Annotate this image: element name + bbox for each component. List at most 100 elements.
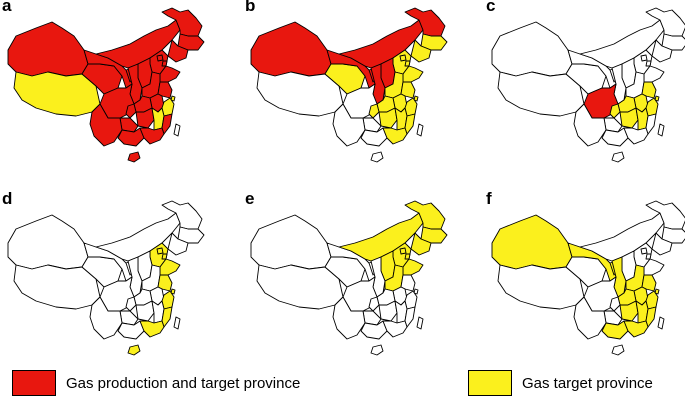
province-zhejiang bbox=[645, 97, 659, 117]
china-map-d bbox=[7, 200, 205, 356]
province-beijing bbox=[640, 54, 648, 62]
province-zhejiang bbox=[404, 97, 418, 117]
province-beijing bbox=[156, 54, 164, 62]
province-taiwan bbox=[657, 123, 665, 137]
province-tianjin bbox=[161, 60, 168, 67]
province-shanghai bbox=[170, 95, 176, 102]
province-guangdong bbox=[623, 320, 649, 338]
province-shanghai bbox=[654, 288, 660, 295]
province-guangdong bbox=[139, 320, 165, 338]
province-tianjin bbox=[404, 60, 411, 67]
province-hainan bbox=[370, 151, 384, 163]
china-map-e bbox=[250, 200, 448, 356]
legend-swatch-production bbox=[12, 370, 56, 396]
province-xinjiang bbox=[250, 21, 332, 77]
province-yunnan bbox=[332, 103, 366, 147]
province-guangxi bbox=[601, 127, 629, 147]
china-map-a bbox=[7, 7, 205, 163]
province-hainan bbox=[370, 344, 384, 356]
province-shanghai bbox=[413, 288, 419, 295]
province-shanghai bbox=[413, 95, 419, 102]
province-guangdong bbox=[382, 127, 408, 145]
province-guangxi bbox=[360, 320, 388, 340]
province-hainan bbox=[127, 151, 141, 163]
province-hainan bbox=[611, 151, 625, 163]
legend-production: Gas production and target province bbox=[12, 370, 300, 396]
province-guangdong bbox=[382, 320, 408, 338]
province-xinjiang bbox=[7, 21, 89, 77]
province-yunnan bbox=[89, 103, 123, 147]
province-guangdong bbox=[139, 127, 165, 145]
province-chongqing bbox=[609, 296, 621, 312]
province-guangdong bbox=[623, 127, 649, 145]
province-zhejiang bbox=[645, 290, 659, 310]
province-shanghai bbox=[170, 288, 176, 295]
province-innermongolia bbox=[95, 212, 181, 262]
province-guangxi bbox=[117, 127, 145, 147]
province-tianjin bbox=[404, 253, 411, 260]
province-zhejiang bbox=[161, 290, 175, 310]
province-beijing bbox=[640, 247, 648, 255]
province-taiwan bbox=[657, 316, 665, 330]
province-zhejiang bbox=[404, 290, 418, 310]
legend-label-production: Gas production and target province bbox=[66, 374, 301, 392]
province-yunnan bbox=[573, 103, 607, 147]
panel-label-a: a bbox=[2, 0, 12, 15]
china-map-b bbox=[250, 7, 448, 163]
province-xinjiang bbox=[491, 21, 573, 77]
province-taiwan bbox=[173, 123, 181, 137]
province-fujian bbox=[404, 306, 416, 328]
province-beijing bbox=[399, 247, 407, 255]
province-guangxi bbox=[117, 320, 145, 340]
province-xinjiang bbox=[250, 214, 332, 270]
province-beijing bbox=[156, 247, 164, 255]
map-panel-c: c bbox=[484, 0, 685, 175]
province-fujian bbox=[404, 113, 416, 135]
province-chongqing bbox=[368, 296, 380, 312]
province-chongqing bbox=[609, 103, 621, 119]
province-yunnan bbox=[332, 296, 366, 340]
province-innermongolia bbox=[579, 212, 665, 262]
province-innermongolia bbox=[579, 19, 665, 69]
legend-swatch-target bbox=[468, 370, 512, 396]
province-guangxi bbox=[360, 127, 388, 147]
legend-target: Gas target province bbox=[468, 370, 653, 396]
map-panel-b: b bbox=[243, 0, 468, 175]
province-guangxi bbox=[601, 320, 629, 340]
province-fujian bbox=[645, 306, 657, 328]
province-zhejiang bbox=[161, 97, 175, 117]
map-panel-f: f bbox=[484, 189, 685, 368]
province-tianjin bbox=[645, 60, 652, 67]
panel-label-d: d bbox=[2, 189, 13, 208]
map-panel-d: d bbox=[0, 189, 225, 368]
province-tianjin bbox=[645, 253, 652, 260]
province-fujian bbox=[161, 306, 173, 328]
province-innermongolia bbox=[95, 19, 181, 69]
province-xinjiang bbox=[7, 214, 89, 270]
china-map-c bbox=[491, 7, 685, 163]
province-chongqing bbox=[125, 103, 137, 119]
panel-label-b: b bbox=[245, 0, 256, 15]
map-panel-a: a bbox=[0, 0, 225, 175]
province-beijing bbox=[399, 54, 407, 62]
province-taiwan bbox=[416, 316, 424, 330]
province-yunnan bbox=[89, 296, 123, 340]
province-innermongolia bbox=[338, 19, 424, 69]
province-hainan bbox=[127, 344, 141, 356]
province-chongqing bbox=[125, 296, 137, 312]
province-taiwan bbox=[416, 123, 424, 137]
province-innermongolia bbox=[338, 212, 424, 262]
province-hainan bbox=[611, 344, 625, 356]
map-panel-e: e bbox=[243, 189, 468, 368]
province-chongqing bbox=[368, 103, 380, 119]
legend-label-target: Gas target province bbox=[522, 374, 653, 392]
china-map-f bbox=[491, 200, 685, 356]
province-yunnan bbox=[573, 296, 607, 340]
panel-label-c: c bbox=[486, 0, 496, 15]
panel-label-f: f bbox=[486, 189, 492, 208]
panel-label-e: e bbox=[245, 189, 255, 208]
province-fujian bbox=[645, 113, 657, 135]
province-shanghai bbox=[654, 95, 660, 102]
province-fujian bbox=[161, 113, 173, 135]
province-taiwan bbox=[173, 316, 181, 330]
